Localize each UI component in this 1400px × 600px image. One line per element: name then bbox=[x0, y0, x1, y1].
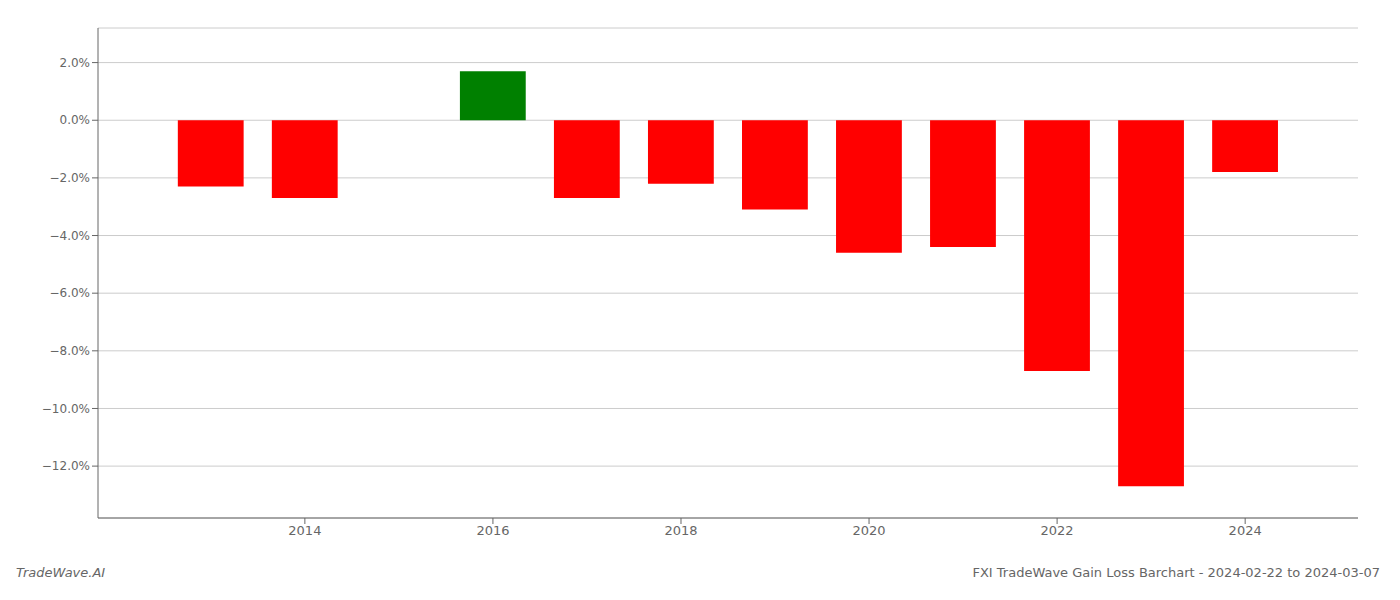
svg-text:−8.0%: −8.0% bbox=[49, 344, 90, 358]
svg-text:−12.0%: −12.0% bbox=[42, 459, 90, 473]
html-text:TradeWave.AI: TradeWave.AI bbox=[16, 564, 106, 580]
html-text:FXI TradeWave Gain Loss Barcha: FXI TradeWave Gain Loss Barchart - 2024-… bbox=[972, 564, 1380, 580]
svg-text:2.0%: 2.0% bbox=[60, 56, 91, 70]
svg-text:−2.0%: −2.0% bbox=[49, 171, 90, 185]
svg-text:2024: 2024 bbox=[1229, 523, 1262, 538]
svg-text:2014: 2014 bbox=[288, 523, 321, 538]
svg-text:2016: 2016 bbox=[476, 523, 509, 538]
svg-text:−10.0%: −10.0% bbox=[42, 402, 90, 416]
svg-text:2018: 2018 bbox=[664, 523, 697, 538]
svg-text:0.0%: 0.0% bbox=[60, 113, 91, 127]
svg-text:−6.0%: −6.0% bbox=[49, 286, 90, 300]
svg-text:−4.0%: −4.0% bbox=[49, 229, 90, 243]
svg-text:2022: 2022 bbox=[1041, 523, 1074, 538]
svg-text:2020: 2020 bbox=[852, 523, 885, 538]
